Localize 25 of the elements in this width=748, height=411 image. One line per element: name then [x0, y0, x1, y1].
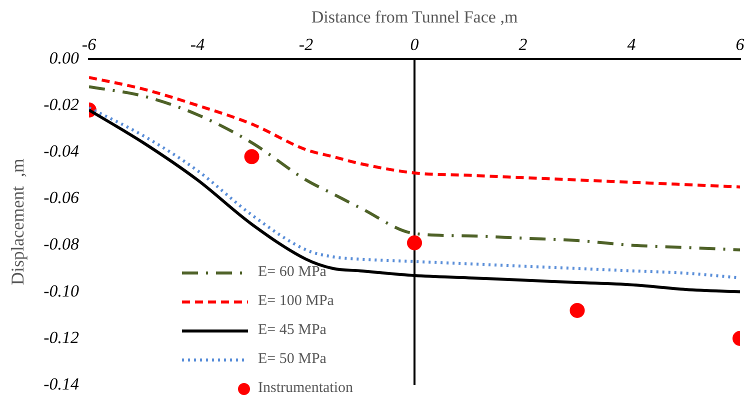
x-axis-title: Distance from Tunnel Face ,m — [311, 8, 518, 27]
point — [407, 235, 422, 250]
x-tick-label: 0 — [410, 35, 420, 54]
y-tick-label: -0.02 — [44, 94, 80, 114]
legend-label: E= 50 MPa — [258, 351, 326, 368]
y-tick-label: -0.06 — [44, 188, 80, 208]
x-tick-label: 6 — [736, 35, 745, 54]
legend-label: E= 60 MPa — [258, 264, 326, 281]
x-tick-label: -2 — [298, 35, 314, 54]
y-tick-label: -0.12 — [44, 328, 80, 347]
y-tick-label: 0.00 — [49, 48, 80, 68]
x-tick-label: 4 — [627, 35, 636, 54]
y-tick-label: -0.08 — [44, 234, 80, 254]
x-tick-label: 2 — [518, 35, 528, 54]
x-tick-label: -6 — [82, 35, 97, 54]
y-tick-label: -0.14 — [44, 374, 80, 394]
line-series — [89, 85, 740, 252]
y-axis-title: Displacement ,m — [8, 158, 28, 286]
x-tick-label: -4 — [190, 35, 206, 54]
legend-label: E= 100 MPa — [258, 293, 334, 310]
legend-label: E= 45 MPa — [258, 322, 326, 339]
line-series — [89, 76, 740, 188]
legend-label: Instrumentation — [258, 380, 353, 397]
y-tick-label: -0.04 — [44, 141, 80, 160]
y-tick-label: -0.10 — [44, 281, 80, 300]
